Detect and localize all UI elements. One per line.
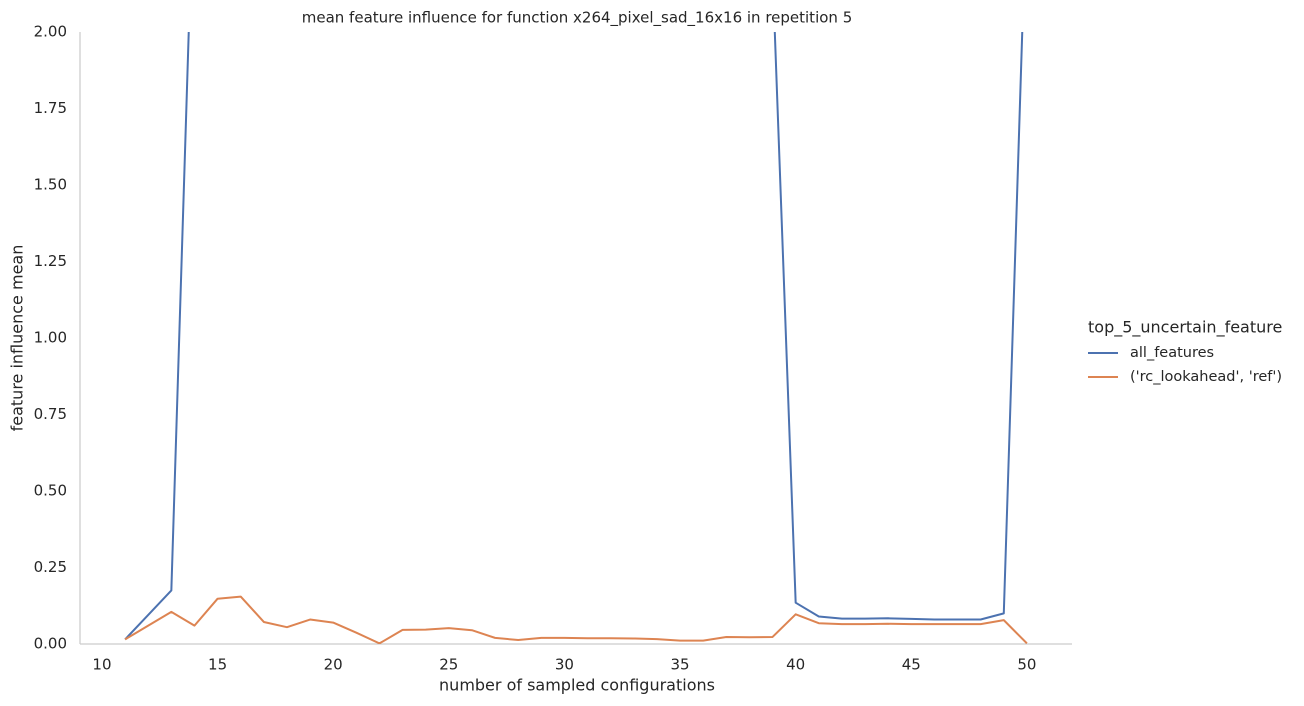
x-tick-label: 30 [555,656,574,674]
legend-label: all_features [1130,345,1214,361]
x-tick-label: 25 [439,656,458,674]
x-tick-label: 15 [208,656,227,674]
series-line [124,32,1024,641]
y-tick-label: 1.00 [34,329,67,347]
y-tick-label: 0.25 [34,558,67,576]
y-tick-label: 1.75 [34,99,67,117]
legend-label: ('rc_lookahead', 'ref') [1130,369,1282,385]
x-axis-label: number of sampled configurations [439,676,715,695]
x-tick-label: 35 [671,656,690,674]
y-tick-label: 0.00 [34,635,67,653]
y-tick-label: 1.50 [34,176,67,194]
chart-title: mean feature influence for function x264… [302,9,852,28]
x-tick-label: 45 [902,656,921,674]
y-tick-label: 2.00 [34,23,67,41]
x-tick-label: 20 [324,656,343,674]
y-tick-label: 1.25 [34,252,67,270]
series-line [124,595,1028,644]
y-axis-label: feature influence mean [8,245,27,432]
x-tick-label: 50 [1017,656,1036,674]
x-tick-label: 40 [786,656,805,674]
y-tick-label: 0.75 [34,405,67,423]
x-tick-label: 10 [92,656,111,674]
plot-area [124,32,1028,644]
legend-title: top_5_uncertain_feature [1088,318,1282,338]
y-tick-label: 0.50 [34,482,67,500]
